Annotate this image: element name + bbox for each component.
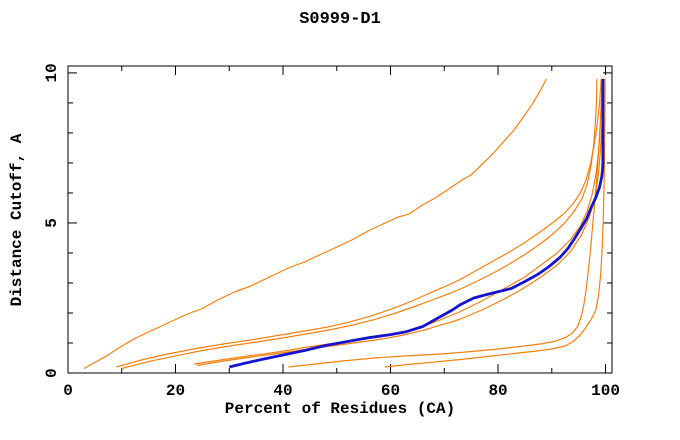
x-tick-label: 40 [273, 382, 292, 400]
series-orange-curve-3 [121, 78, 598, 370]
series-orange-curve-5 [196, 78, 604, 367]
y-tick-label: 10 [43, 63, 61, 82]
chart-title: S0999-D1 [299, 10, 381, 29]
x-tick-label: 80 [488, 382, 507, 400]
x-tick-label: 0 [63, 382, 73, 400]
series-orange-curve-1 [83, 78, 547, 370]
y-tick-label: 0 [43, 368, 61, 378]
series-orange-curve-2 [116, 78, 602, 368]
y-tick-label: 5 [43, 218, 61, 228]
series-blue-highlighted-curve [228, 78, 605, 369]
x-axis-label: Percent of Residues (CA) [224, 400, 456, 418]
x-tick-label: 60 [381, 382, 400, 400]
plot-border [67, 65, 613, 374]
x-tick-label: 20 [166, 382, 185, 400]
series-orange-curve-7 [385, 78, 606, 368]
series-orange-curve-6 [288, 78, 603, 368]
series-orange-curve-4 [194, 78, 603, 365]
x-tick-label: 100 [591, 382, 620, 400]
